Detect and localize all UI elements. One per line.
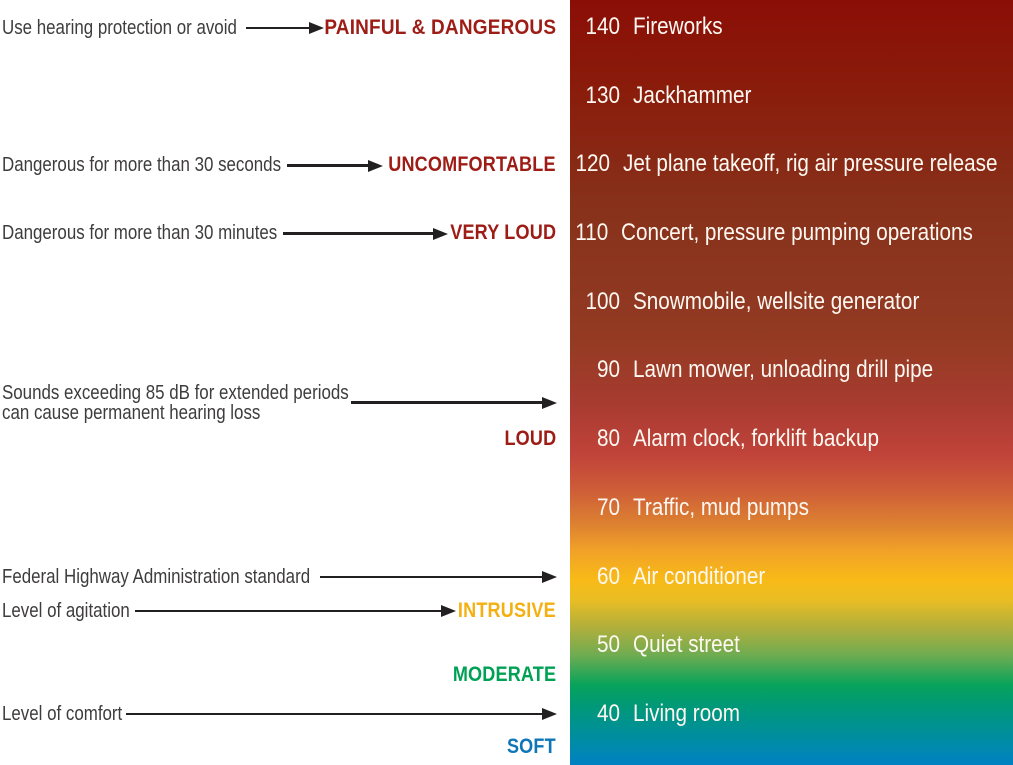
sound-label: Fireworks [633,13,723,40]
arrow-comfort [126,708,557,721]
db-value: 130 [585,82,620,109]
category-painful-dangerous: PAINFUL & DANGEROUS [324,16,556,39]
arrow-painful [246,22,324,35]
db-value: 110 [575,219,609,246]
sound-label: Concert, pressure pumping operations [621,219,974,246]
arrow-federal-highway [320,571,557,584]
db-value: 90 [596,356,620,383]
note-85db-line1: Sounds exceeding 85 dB for extended peri… [2,382,349,404]
sound-label: Jet plane takeoff, rig air pressure rele… [623,150,998,177]
scale-row-70: 70 Traffic, mud pumps [570,492,1013,524]
arrowhead-icon [433,227,448,240]
scale-row-140: 140 Fireworks [570,11,1013,43]
category-very-loud: VERY LOUD [450,221,556,244]
arrow-line [283,232,434,235]
note-level-of-agitation: Level of agitation [2,600,130,622]
note-level-of-comfort: Level of comfort [2,703,123,725]
scale-row-100: 100 Snowmobile, wellsite generator [570,286,1013,318]
arrowhead-icon [542,396,557,409]
arrowhead-icon [542,571,557,583]
arrow-intrusive [135,605,456,618]
db-value: 40 [596,700,620,727]
note-dangerous-30-minutes: Dangerous for more than 30 minutes [2,222,278,244]
arrow-very-loud [283,227,448,240]
db-value: 60 [596,563,620,590]
sound-label: Snowmobile, wellsite generator [633,288,920,315]
scale-row-120: 120 Jet plane takeoff, rig air pressure r… [570,148,1013,180]
scale-row-50: 50 Quiet street [570,629,1013,661]
db-value: 80 [596,425,620,452]
arrow-line [135,609,442,613]
note-85db-line2: can cause permanent hearing loss [2,402,261,424]
arrow-line [320,575,543,579]
db-value: 140 [585,13,620,40]
sound-label: Jackhammer [633,82,752,109]
db-value: 70 [596,494,620,521]
scale-row-90: 90 Lawn mower, unloading drill pipe [570,354,1013,386]
sound-label: Lawn mower, unloading drill pipe [633,356,934,383]
arrow-uncomfortable [287,159,383,172]
arrow-line [351,401,543,404]
arrow-line [126,712,543,716]
note-dangerous-30-seconds: Dangerous for more than 30 seconds [2,154,282,176]
sound-label: Alarm clock, forklift backup [633,425,880,452]
category-uncomfortable: UNCOMFORTABLE [388,153,556,176]
decibel-gradient-bar: 140 Fireworks 130 Jackhammer 120 Jet plane … [570,0,1013,765]
db-value: 50 [596,631,620,658]
category-moderate: MODERATE [452,663,556,686]
arrow-line [287,164,369,167]
db-value: 100 [585,288,620,315]
category-loud: LOUD [504,427,556,450]
sound-label: Living room [633,700,740,727]
arrow-loud [351,396,557,409]
arrow-line [246,26,310,30]
scale-row-80: 80 Alarm clock, forklift backup [570,423,1013,455]
note-federal-highway-standard: Federal Highway Administration standard [2,566,311,588]
scale-row-130: 130 Jackhammer [570,80,1013,112]
sound-label: Traffic, mud pumps [633,494,809,521]
sound-label: Quiet street [633,631,740,658]
category-intrusive: INTRUSIVE [458,599,556,622]
arrowhead-icon [309,22,324,34]
note-hearing-protection: Use hearing protection or avoid [2,17,237,39]
sound-label: Air conditioner [633,563,766,590]
category-soft: SOFT [507,735,556,758]
scale-row-60: 60 Air conditioner [570,561,1013,593]
scale-row-40: 40 Living room [570,698,1013,730]
arrowhead-icon [368,159,383,172]
db-value: 120 [575,150,611,177]
scale-row-110: 110 Concert, pressure pumping operations [570,217,1013,249]
arrowhead-icon [441,605,456,617]
arrowhead-icon [542,708,557,720]
